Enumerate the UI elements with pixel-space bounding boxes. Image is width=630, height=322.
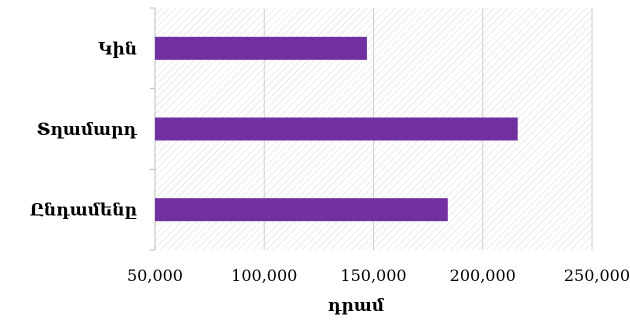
x-axis-title: դրամ: [328, 296, 385, 316]
x-tick-label: 250,000: [564, 266, 630, 285]
category-label: Կին: [98, 39, 137, 59]
bar: [155, 117, 518, 141]
bar: [155, 36, 367, 60]
x-tick-label: 100,000: [231, 266, 297, 285]
category-label: Տղամարդ: [37, 120, 138, 140]
category-label: Ընդամենը: [30, 201, 138, 221]
x-tick-labels: 50,000 100,000 150,000 200,000 250,000: [127, 266, 630, 285]
bar: [155, 198, 448, 222]
bars: [155, 36, 518, 222]
x-tick-label: 50,000: [127, 266, 183, 285]
x-tick-label: 200,000: [450, 266, 516, 285]
category-labels: Կին Տղամարդ Ընդամենը: [30, 39, 138, 220]
x-tick-label: 150,000: [340, 266, 406, 285]
